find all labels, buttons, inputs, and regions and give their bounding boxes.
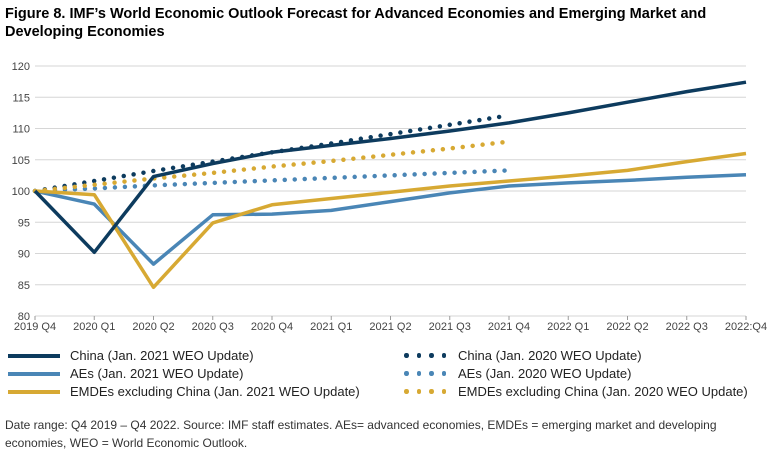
y-tick-label: 115: [12, 92, 30, 104]
x-tick-label: 2022 Q1: [547, 321, 589, 333]
x-tick-label: 2020 Q1: [73, 321, 115, 333]
y-tick-label: 80: [18, 311, 30, 323]
y-tick-label: 105: [12, 155, 30, 167]
x-tick-label: 2019 Q4: [14, 321, 56, 333]
series-line-2: [34, 173, 747, 266]
x-tick-label: 2022:Q4: [725, 321, 767, 333]
y-tick-label: 120: [12, 61, 30, 73]
x-tick-label: 2022 Q3: [666, 321, 708, 333]
y-tick-label: 95: [18, 217, 30, 229]
x-tick-label: 2021 Q2: [369, 321, 411, 333]
y-tick-label: 85: [18, 280, 30, 292]
series-line-5: [32, 139, 512, 194]
x-tick-label: 2020 Q2: [132, 321, 174, 333]
x-tick-label: 2020 Q4: [251, 321, 293, 333]
y-tick-label: 100: [12, 186, 30, 198]
x-axis-ticks: 2019 Q4 2020 Q1 2020 Q2 2020 Q3 2020 Q4 2021 …: [14, 316, 767, 333]
x-tick-label: 2020 Q3: [192, 321, 234, 333]
y-axis-ticks: 80 85 90 95 100 105 110 115 120: [12, 61, 30, 323]
y-tick-label: 110: [12, 124, 30, 136]
y-tick-label: 90: [18, 249, 30, 261]
series-line-0: [33, 80, 747, 255]
chart-title: Figure 8. IMF’s World Economic Outlook F…: [5, 6, 707, 40]
x-tick-label: 2021 Q4: [488, 321, 530, 333]
source-note: Date range: Q4 2019 – Q4 2022. Source: I…: [5, 418, 717, 450]
series-line-4: [34, 151, 747, 290]
series-line-3: [32, 168, 512, 194]
x-tick-label: 2021 Q3: [429, 321, 471, 333]
x-tick-label: 2022 Q2: [606, 321, 648, 333]
series-lines: [32, 80, 747, 290]
x-tick-label: 2021 Q1: [310, 321, 352, 333]
